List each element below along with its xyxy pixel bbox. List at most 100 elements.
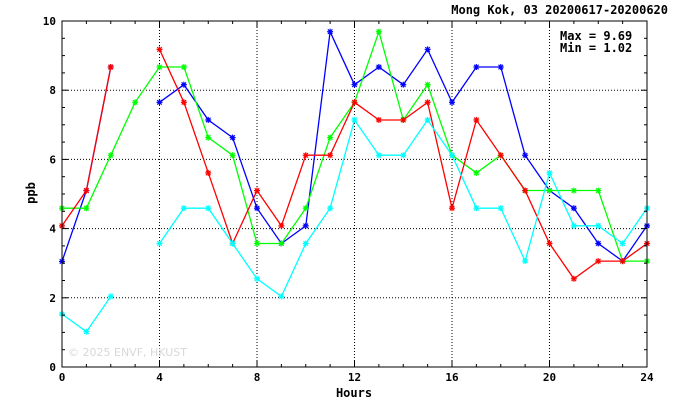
series-4 [59, 116, 650, 335]
data-point [327, 134, 334, 141]
data-point [424, 46, 431, 53]
data-point [302, 152, 309, 159]
data-point [180, 64, 187, 71]
data-point [375, 28, 382, 35]
x-tick-label: 0 [59, 371, 66, 384]
series-line [61, 66, 112, 262]
data-point [278, 222, 285, 229]
data-point [619, 258, 626, 265]
data-point [449, 99, 455, 106]
data-point [497, 152, 504, 159]
y-tick-label: 0 [49, 361, 56, 374]
data-point [351, 116, 358, 123]
y-tick-label: 2 [49, 292, 56, 305]
data-point [595, 187, 602, 194]
y-tick-label: 6 [49, 153, 56, 166]
data-point [132, 99, 139, 106]
y-tick-label: 4 [49, 223, 56, 236]
x-tick-label: 24 [640, 371, 654, 384]
data-point [327, 28, 334, 35]
data-point [302, 222, 309, 229]
data-point [473, 169, 480, 176]
data-point [327, 205, 334, 212]
data-point [449, 152, 455, 159]
data-point [570, 187, 577, 194]
y-tick-label: 8 [49, 84, 56, 97]
grid [62, 21, 647, 367]
data-point [156, 64, 163, 71]
min-label: Min = 1.02 [560, 41, 632, 55]
data-point [351, 99, 358, 106]
data-point [497, 64, 504, 71]
data-point [205, 134, 212, 141]
data-point [424, 99, 431, 106]
data-point [570, 222, 577, 229]
series-1 [59, 28, 650, 265]
data-point [522, 258, 529, 265]
data-point [522, 187, 529, 194]
data-point [278, 293, 285, 300]
data-point [107, 293, 114, 300]
series-group [59, 28, 650, 335]
data-point [180, 99, 187, 106]
data-point [595, 222, 602, 229]
data-point [424, 81, 431, 88]
y-tick-label: 10 [43, 15, 56, 28]
series-line [61, 66, 112, 227]
data-point [497, 205, 504, 212]
data-point [205, 116, 212, 123]
data-point [254, 187, 260, 194]
data-point [424, 116, 431, 123]
data-point [473, 205, 480, 212]
data-point [400, 81, 407, 88]
data-point [180, 81, 187, 88]
data-point [302, 240, 309, 247]
data-point [473, 116, 480, 123]
data-point [570, 205, 577, 212]
data-point [449, 205, 455, 212]
x-axis-label: Hours [336, 386, 372, 400]
data-point [107, 64, 114, 71]
data-point [375, 64, 382, 71]
data-point [83, 205, 90, 212]
chart-title: Mong Kok, 03 20200617-20200620 [451, 3, 668, 17]
data-point [327, 152, 334, 159]
data-point [522, 152, 529, 159]
data-point [107, 152, 114, 159]
series-3 [59, 46, 650, 282]
watermark: © 2025 ENVF, HKUST [68, 346, 187, 359]
data-point [619, 240, 626, 247]
data-point [156, 99, 163, 106]
data-point [205, 205, 212, 212]
data-point [229, 240, 236, 247]
data-point [473, 64, 480, 71]
data-point [302, 205, 309, 212]
data-point [229, 152, 236, 159]
x-tick-label: 12 [348, 371, 361, 384]
x-tick-label: 20 [543, 371, 556, 384]
data-point [156, 240, 163, 247]
data-point [254, 240, 260, 247]
x-tick-label: 4 [156, 371, 163, 384]
data-point [375, 116, 382, 123]
data-point [254, 275, 260, 282]
data-point [546, 187, 553, 194]
max-label: Max = 9.69 [560, 29, 632, 43]
data-point [400, 152, 407, 159]
data-point [400, 116, 407, 123]
data-point [351, 81, 358, 88]
data-point [156, 46, 163, 53]
y-axis-label: ppb [24, 182, 38, 204]
data-point [83, 187, 90, 194]
data-point [375, 152, 382, 159]
data-point [83, 328, 90, 335]
x-tick-label: 16 [445, 371, 459, 384]
data-point [254, 205, 260, 212]
x-tick-label: 8 [254, 371, 261, 384]
data-point [205, 169, 212, 176]
data-point [229, 134, 236, 141]
data-point [180, 205, 187, 212]
data-point [570, 275, 577, 282]
